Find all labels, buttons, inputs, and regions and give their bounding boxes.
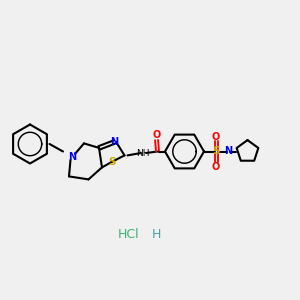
Text: N: N [68,152,76,162]
Text: H: H [151,227,161,241]
Text: N: N [224,146,232,157]
Text: S: S [212,146,220,157]
Text: NH: NH [136,148,149,158]
Text: S: S [108,157,115,167]
Text: O: O [152,130,161,140]
Text: O: O [212,161,220,172]
Text: O: O [212,131,220,142]
Text: HCl: HCl [118,227,140,241]
Text: N: N [110,137,119,147]
